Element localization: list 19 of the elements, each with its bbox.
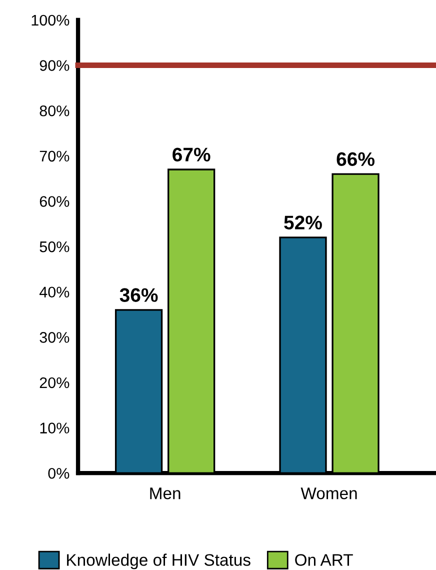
data-label: 67% [172, 148, 210, 162]
x-tick-label: Women [300, 488, 357, 500]
y-tick-label: 80% [40, 105, 70, 116]
legend-label: Knowledge of HIV Status [67, 554, 250, 570]
y-tick-label: 90% [40, 60, 70, 71]
y-tick-label: 30% [40, 332, 70, 343]
legend-label: On ART [295, 554, 353, 566]
y-tick-label: 10% [40, 422, 70, 434]
y-tick-label: 60% [40, 196, 70, 207]
data-label: 52% [284, 216, 322, 230]
y-tick-label: 20% [40, 377, 70, 388]
y-tick-label: 40% [39, 286, 70, 298]
y-tick-label: 50% [40, 241, 70, 252]
y-tick-label: 100% [32, 14, 70, 26]
x-tick-label: Men [150, 488, 180, 500]
y-tick-label: 70% [40, 150, 70, 162]
data-label: 36% [120, 288, 158, 302]
y-tick-label: 0% [48, 468, 70, 479]
data-label: 66% [336, 152, 374, 166]
